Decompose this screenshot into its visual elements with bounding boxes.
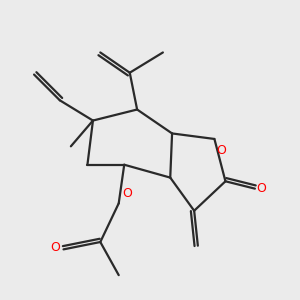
Text: O: O: [216, 145, 226, 158]
Text: O: O: [51, 241, 61, 254]
Text: O: O: [257, 182, 267, 195]
Text: O: O: [122, 188, 132, 200]
